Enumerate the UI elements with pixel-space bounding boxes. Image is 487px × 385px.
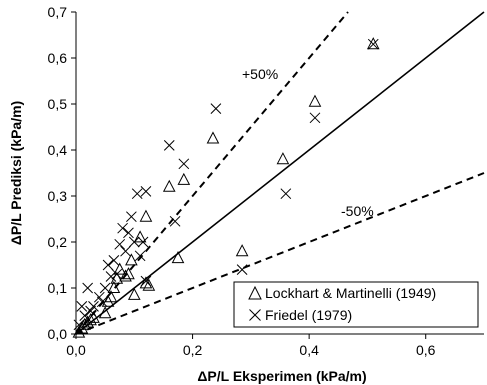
lockhart-point (125, 253, 138, 266)
lockhart-point (110, 271, 124, 284)
lockhart-point (162, 179, 176, 192)
y-tick-label: 0,2 (48, 234, 68, 250)
y-tick-label: 0,3 (48, 188, 68, 204)
lockhart-point (81, 315, 94, 328)
friedel-point (114, 238, 126, 250)
legend-box (233, 281, 479, 328)
friedel-point (85, 305, 96, 317)
friedel-point (117, 222, 128, 234)
x-tick-label: 0,6 (416, 342, 436, 358)
lockhart-point (104, 290, 118, 303)
lockhart-point (133, 230, 147, 243)
x-axis-ticks: 0,0 0,2 0,4 0,6 (66, 334, 436, 358)
friedel-point (96, 296, 108, 308)
x-axis-title: ΔP/L Eksperimen (kPa/m) (197, 368, 366, 384)
lockhart-point (366, 37, 380, 50)
lockhart-point (142, 278, 156, 291)
friedel-point (105, 271, 117, 282)
lockhart-point (87, 310, 100, 323)
friedel-point (99, 282, 111, 294)
friedel-point (82, 282, 94, 294)
friedel-point (79, 310, 91, 321)
friedel-point (309, 112, 321, 124)
lockhart-point (98, 306, 112, 319)
friedel-point (178, 158, 190, 170)
lockhart-point (308, 94, 322, 107)
x-tick-label: 0,2 (183, 342, 203, 358)
lockhart-point (113, 262, 127, 275)
lockhart-point (75, 321, 89, 334)
friedel-point (123, 227, 134, 239)
lockhart-point (276, 152, 290, 165)
lockhart-point (107, 280, 121, 293)
y-axis-ticks: 0,0 0,1 0,2 0,3 0,4 0,5 0,6 0,7 (48, 4, 76, 342)
lockhart-point (171, 251, 185, 264)
friedel-point (140, 186, 152, 197)
friedel-point (108, 255, 120, 266)
friedel-point (280, 188, 292, 200)
x-tick-label: 0,4 (299, 342, 319, 358)
friedel-point (88, 301, 99, 312)
friedel-point (169, 215, 181, 227)
friedel-point (163, 140, 175, 151)
legend-triangle-icon (248, 285, 262, 300)
friedel-point (111, 268, 123, 280)
lockhart-point (235, 244, 249, 257)
y-tick-label: 0,6 (48, 50, 68, 66)
friedel-point (76, 301, 88, 312)
friedel-point (102, 259, 114, 271)
y-tick-label: 0,7 (48, 4, 68, 20)
reference-line-2 (75, 172, 485, 335)
reference-line-1 (75, 11, 349, 335)
upper-band-label: +50% (242, 66, 278, 82)
x-tick-label: 0,0 (66, 342, 86, 358)
legend: Lockhart & Martinelli (1949) Friedel (19… (233, 281, 479, 328)
friedel-point (128, 236, 140, 248)
friedel-point (120, 245, 131, 257)
y-axis-title: ΔP/L Prediksi (kPa/m) (8, 101, 24, 245)
lockhart-point (127, 287, 141, 300)
lower-band-label: -50% (341, 203, 374, 219)
friedel-point (126, 211, 137, 223)
lockhart-point (139, 276, 153, 289)
y-tick-label: 0,0 (48, 326, 68, 342)
lockhart-point (122, 267, 135, 280)
y-tick-label: 0,1 (48, 280, 68, 296)
friedel-point (367, 38, 379, 50)
lockhart-point (177, 172, 191, 185)
friedel-point (134, 250, 146, 262)
lockhart-point (78, 317, 92, 330)
legend-label-friedel: Friedel (1979) (265, 307, 352, 323)
friedel-point (210, 103, 222, 114)
lockhart-point (139, 209, 153, 222)
friedel-point (137, 236, 149, 248)
y-tick-label: 0,4 (48, 142, 68, 158)
y-tick-label: 0,5 (48, 96, 68, 112)
legend-cross-icon (249, 309, 261, 321)
friedel-point (93, 291, 105, 303)
data-markers (72, 37, 380, 338)
legend-label-lockhart: Lockhart & Martinelli (1949) (265, 285, 436, 301)
lockhart-point (84, 313, 97, 326)
friedel-point (140, 275, 152, 287)
lockhart-point (206, 131, 220, 144)
friedel-point (131, 188, 143, 200)
friedel-point (236, 264, 248, 275)
lockhart-point (119, 269, 132, 282)
